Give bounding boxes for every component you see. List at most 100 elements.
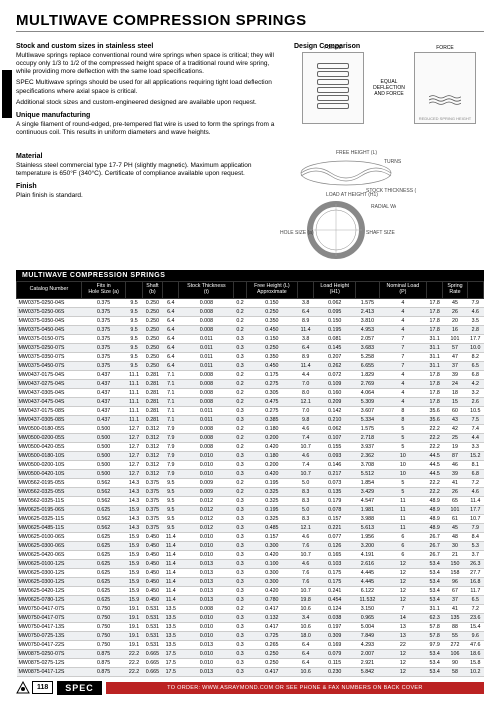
table-cell: MW0625-0100-12S bbox=[17, 559, 82, 568]
table-cell: 0.008 bbox=[179, 442, 234, 451]
table-cell: 48.9 bbox=[427, 514, 443, 523]
table-row: MW0437-0175-08S0.43711.10.2817.10.0110.3… bbox=[17, 406, 484, 415]
table-cell: 9.5 bbox=[163, 514, 179, 523]
table-cell: 5.0 bbox=[297, 505, 313, 514]
table-cell: 0.010 bbox=[179, 649, 234, 658]
table-cell: 0.437 bbox=[81, 388, 126, 397]
table-cell: 18.0 bbox=[297, 631, 313, 640]
table-cell: 0.875 bbox=[81, 649, 126, 658]
table-cell: 6.8 bbox=[467, 370, 483, 379]
mid-left: Material Stainless steel commercial type… bbox=[16, 148, 266, 262]
table-row: MW0500-0420-05S0.50012.70.3127.90.0080.2… bbox=[17, 442, 484, 451]
table-cell: 10 bbox=[379, 460, 426, 469]
table-cell: 0.013 bbox=[179, 667, 234, 676]
table-cell: 57.8 bbox=[427, 631, 443, 640]
table-cell: 65 bbox=[443, 496, 467, 505]
table-cell: 46 bbox=[443, 460, 467, 469]
table-cell: 0.010 bbox=[179, 550, 234, 559]
table-cell: 26 bbox=[443, 487, 467, 496]
table-cell: 4.293 bbox=[356, 640, 380, 649]
table-cell: 0.450 bbox=[142, 532, 162, 541]
table-cell: 9.5 bbox=[163, 478, 179, 487]
table-cell: 0.179 bbox=[314, 496, 356, 505]
table-cell: 0.013 bbox=[179, 559, 234, 568]
table-cell: 7 bbox=[379, 604, 426, 613]
table-cell: 0.011 bbox=[179, 343, 234, 352]
table-cell: 10.6 bbox=[297, 667, 313, 676]
table-row: MW0562-0195-05S0.56214.30.3759.50.0090.2… bbox=[17, 478, 484, 487]
table-cell: 0.385 bbox=[246, 415, 297, 424]
table-cell: 0.250 bbox=[142, 298, 162, 307]
table-cell: 0.103 bbox=[314, 559, 356, 568]
table-cell: 0.2 bbox=[234, 379, 246, 388]
table-cell: 3.5 bbox=[467, 316, 483, 325]
table-cell: 12.7 bbox=[126, 442, 142, 451]
table-cell: 0.250 bbox=[142, 307, 162, 316]
table-cell: MW0750-0417-22S bbox=[17, 640, 82, 649]
table-cell: 14 bbox=[379, 613, 426, 622]
table-cell: 0.531 bbox=[142, 604, 162, 613]
table-cell: 11.1 bbox=[126, 379, 142, 388]
table-cell: 0.3 bbox=[234, 334, 246, 343]
table-cell: 0.375 bbox=[142, 523, 162, 532]
table-cell: 4.445 bbox=[356, 568, 380, 577]
table-cell: 11.4 bbox=[163, 532, 179, 541]
table-cell: 2.8 bbox=[467, 325, 483, 334]
table-cell: 0.3 bbox=[234, 667, 246, 676]
table-cell: 6 bbox=[379, 541, 426, 550]
table-cell: 12 bbox=[379, 568, 426, 577]
table-cell: 4 bbox=[379, 325, 426, 334]
table-cell: 0.145 bbox=[314, 343, 356, 352]
table-cell: 0.875 bbox=[81, 658, 126, 667]
table-cell: 1.575 bbox=[356, 298, 380, 307]
table-cell: 4.6 bbox=[467, 487, 483, 496]
table-cell: 10.7 bbox=[297, 469, 313, 478]
table-cell: 53.4 bbox=[427, 595, 443, 604]
table-cell: 0.250 bbox=[142, 352, 162, 361]
table-cell: 0.281 bbox=[142, 415, 162, 424]
table-header bbox=[163, 282, 179, 299]
table-cell: 0.300 bbox=[246, 568, 297, 577]
table-cell: 0.175 bbox=[314, 577, 356, 586]
table-cell: 10.6 bbox=[297, 604, 313, 613]
table-cell: 0.3 bbox=[234, 523, 246, 532]
table-cell: 11 bbox=[379, 496, 426, 505]
table-cell: 0.010 bbox=[179, 532, 234, 541]
table-cell: 0.281 bbox=[142, 379, 162, 388]
table-row: MW0750-0417-13S0.75019.10.53113.50.0100.… bbox=[17, 622, 484, 631]
table-row: MW0375-0250-04S0.3759.50.2506.40.0080.20… bbox=[17, 298, 484, 307]
page-title: MULTIWAVE COMPRESSION SPRINGS bbox=[16, 12, 484, 32]
table-cell: 0.2 bbox=[234, 604, 246, 613]
table-cell: 16.8 bbox=[467, 577, 483, 586]
table-cell: 0.072 bbox=[314, 370, 356, 379]
table-cell: 0.531 bbox=[142, 622, 162, 631]
table-cell: 0.625 bbox=[81, 532, 126, 541]
table-cell: 0.250 bbox=[246, 343, 297, 352]
table-cell: 53.4 bbox=[427, 649, 443, 658]
table-cell: 0.135 bbox=[314, 487, 356, 496]
table-cell: 0.160 bbox=[314, 388, 356, 397]
table-cell: 19.1 bbox=[126, 631, 142, 640]
table-cell: MW0375-0250-07S bbox=[17, 343, 82, 352]
table-cell: 0.009 bbox=[179, 478, 234, 487]
table-cell: 8 bbox=[379, 406, 426, 415]
table-cell: 5.258 bbox=[356, 352, 380, 361]
table-row: MW0500-0420-10S0.50012.70.3127.90.0100.3… bbox=[17, 469, 484, 478]
table-cell: 0.095 bbox=[314, 307, 356, 316]
table-cell: 3.3 bbox=[467, 442, 483, 451]
table-cell: 22.2 bbox=[126, 658, 142, 667]
table-cell: 7.1 bbox=[163, 406, 179, 415]
table-cell: 0.008 bbox=[179, 433, 234, 442]
table-cell: 47 bbox=[443, 352, 467, 361]
table-cell: 96 bbox=[443, 577, 467, 586]
table-cell: 0.008 bbox=[179, 307, 234, 316]
table-cell: 0.3 bbox=[234, 658, 246, 667]
table-row: MW0750-0417-22S0.75019.10.53113.50.0130.… bbox=[17, 640, 484, 649]
table-cell: 4.445 bbox=[356, 577, 380, 586]
table-cell: 0.010 bbox=[179, 469, 234, 478]
table-cell: 0.165 bbox=[314, 550, 356, 559]
table-cell: 0.250 bbox=[142, 343, 162, 352]
table-cell: 7.1 bbox=[163, 415, 179, 424]
table-cell: 0.217 bbox=[314, 469, 356, 478]
table-cell: 0.038 bbox=[314, 613, 356, 622]
